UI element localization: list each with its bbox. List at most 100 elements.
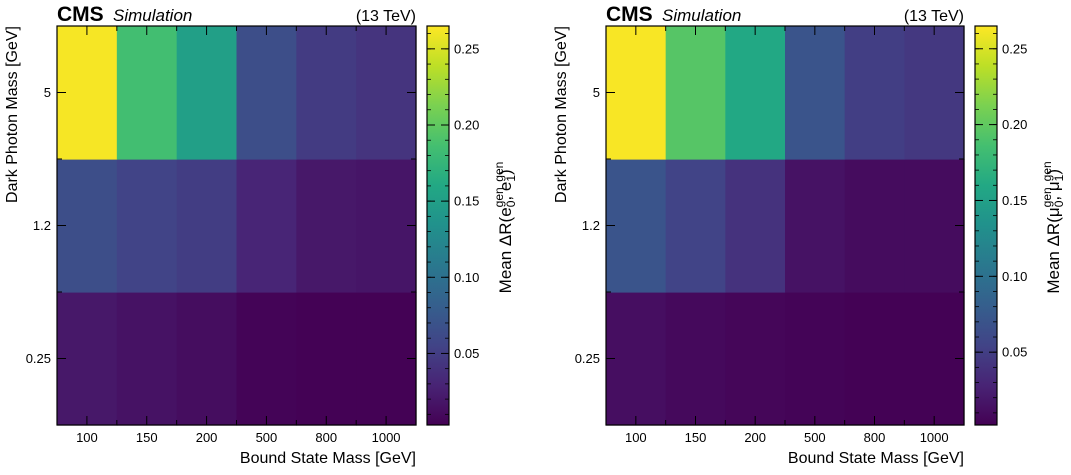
y-tick-label: 1.2: [582, 218, 600, 233]
x-tick-label: 200: [196, 430, 218, 445]
x-tick-label: 1000: [920, 430, 949, 445]
heatmap-cell: [785, 292, 846, 426]
colorbar-label-part: gen: [492, 162, 506, 182]
colorbar-label-part: e: [496, 182, 515, 191]
y-tick-label: 0.25: [26, 351, 51, 366]
heatmap-cell: [904, 292, 965, 426]
heatmap-cell: [57, 292, 118, 426]
colorbar-tick-label: 0.20: [1002, 117, 1027, 132]
colorbar-label: Mean ΔR(μgen0, μgen1): [1040, 161, 1066, 293]
colorbar-label-part: Mean ΔR(: [1044, 217, 1063, 294]
heatmap-cell: [356, 159, 417, 293]
heatmap-cell: [904, 159, 965, 293]
colorbar-label-part: gen: [1040, 161, 1054, 181]
heatmap-cell: [176, 159, 238, 293]
heatmap-cell: [725, 159, 786, 293]
energy-label: (13 TeV): [904, 8, 964, 25]
heatmap-cell: [296, 159, 357, 293]
colorbar-label-part: μ: [1044, 207, 1063, 217]
heatmap-cell: [665, 26, 726, 160]
heatmap-cell: [356, 292, 417, 426]
colorbar-tick-label: 0.05: [454, 346, 479, 361]
colorbar-label-part: 1: [1052, 174, 1066, 181]
cms-label: CMS: [57, 3, 104, 26]
x-tick-label: 500: [256, 430, 278, 445]
cms-label: CMS: [606, 3, 653, 26]
colorbar-label: Mean ΔR(egen0, egen1): [492, 162, 518, 294]
colorbar-label-part: ,: [496, 191, 515, 200]
heatmap-cell: [785, 159, 846, 293]
heatmap-cell: [57, 26, 118, 160]
heatmap-cell: [844, 292, 905, 426]
simulation-label: Simulation: [662, 6, 741, 25]
heatmap-panel-2: 100 150 200 500 800 1000 0.25 1.2 5 Bound State M…: [553, 3, 1066, 467]
x-tick-label: 100: [76, 430, 98, 445]
colorbar-label-part: gen: [492, 187, 506, 207]
y-tick-label: 5: [593, 85, 600, 100]
heatmap-cell: [606, 292, 667, 426]
colorbar-tick-label: 0.05: [1002, 345, 1027, 360]
colorbar-label-part: ): [1044, 169, 1063, 175]
heatmap-cell: [904, 26, 965, 160]
heatmap-cell: [725, 26, 786, 160]
x-tick-label: 100: [625, 430, 647, 445]
x-tick-label: 200: [744, 430, 766, 445]
x-tick-label: 800: [315, 430, 337, 445]
heatmap-cell: [356, 26, 417, 160]
y-axis-label: Dark Photon Mass [GeV]: [4, 26, 21, 203]
colorbar-tick-label: 0.10: [454, 270, 479, 285]
y-axis-label: Dark Photon Mass [GeV]: [553, 26, 570, 203]
heatmap-cell: [236, 26, 297, 160]
heatmap-cell: [236, 292, 297, 426]
heatmap-cell: [236, 159, 297, 293]
y-tick-label: 0.25: [575, 351, 600, 366]
colorbar-label-part: 0: [504, 200, 518, 207]
heatmap-cell: [57, 159, 118, 293]
heatmap-cell: [844, 159, 905, 293]
x-axis-label: Bound State Mass [GeV]: [240, 450, 416, 467]
simulation-label: Simulation: [113, 6, 192, 25]
colorbar-label-part: Mean ΔR(: [496, 216, 515, 293]
colorbar-tick-label: 0.25: [454, 41, 479, 56]
y-tick-label: 5: [44, 85, 51, 100]
colorbar-tick-label: 0.25: [1002, 41, 1027, 56]
x-tick-label: 150: [136, 430, 158, 445]
colorbar-label-part: ): [496, 169, 515, 175]
heatmap-cell: [296, 26, 357, 160]
energy-label: (13 TeV): [356, 8, 416, 25]
heatmap-panel-1: 100 150 200 500 800 1000 0.25 1.2 5 Bound State M…: [4, 3, 518, 467]
colorbar-frame: [426, 25, 450, 426]
heatmap-cell: [665, 292, 726, 426]
heatmap-cell: [116, 159, 178, 293]
colorbar-tick-label: 0.15: [1002, 193, 1027, 208]
heatmap-cell: [725, 292, 786, 426]
colorbar-label-part: gen: [1040, 187, 1054, 207]
colorbar-frame: [974, 25, 998, 426]
heatmap-cell: [116, 292, 178, 426]
colorbar-label-part: 0: [1052, 200, 1066, 207]
heatmap-cell: [606, 159, 667, 293]
x-axis-label: Bound State Mass [GeV]: [788, 450, 964, 467]
x-tick-label: 500: [804, 430, 826, 445]
heatmap-cell: [116, 26, 178, 160]
heatmap-cell: [606, 26, 667, 160]
colorbar: [975, 26, 997, 425]
heatmap-cell: [844, 26, 905, 160]
x-tick-label: 800: [864, 430, 886, 445]
colorbar-label-part: 1: [504, 175, 518, 182]
heatmap-cell: [176, 292, 238, 426]
x-tick-label: 1000: [372, 430, 401, 445]
colorbar-tick-label: 0.20: [454, 117, 479, 132]
colorbar-label-part: e: [496, 207, 515, 216]
colorbar-tick-label: 0.15: [454, 194, 479, 209]
colorbar-label-part: μ: [1044, 181, 1063, 191]
heatmap-cell: [176, 26, 238, 160]
colorbar: [427, 26, 449, 425]
colorbar-label-part: ,: [1044, 191, 1063, 200]
heatmap-cell: [785, 26, 846, 160]
heatmap-cell: [665, 159, 726, 293]
colorbar-tick-label: 0.10: [1002, 269, 1027, 284]
x-tick-label: 150: [685, 430, 707, 445]
